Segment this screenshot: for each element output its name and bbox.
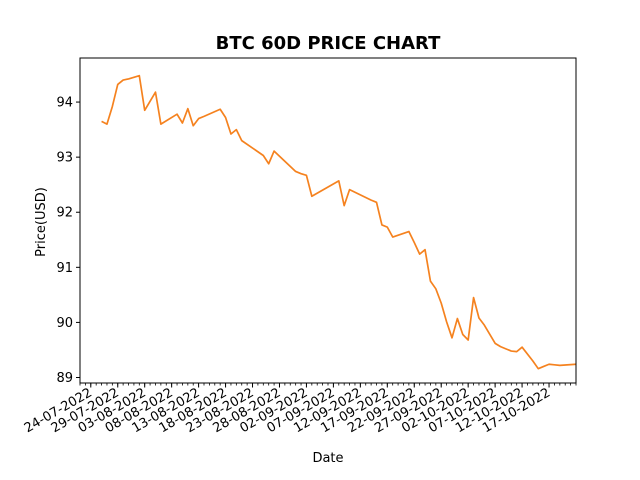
y-tick-label: 91 [56,261,73,276]
y-tick-label: 93 [56,151,73,166]
y-tick-label: 94 [56,96,73,111]
y-tick-label: 92 [56,206,73,221]
x-axis-label: Date [312,451,343,466]
y-axis-label: Price(USD) [34,187,49,257]
y-tick-label: 90 [56,316,73,331]
price-series-line [101,74,577,370]
chart-title: BTC 60D PRICE CHART [216,33,442,54]
plot-area: 89909192939424-07-202229-07-202203-08-20… [22,74,577,436]
axes-frame [79,57,577,384]
y-tick-label: 89 [56,371,73,386]
